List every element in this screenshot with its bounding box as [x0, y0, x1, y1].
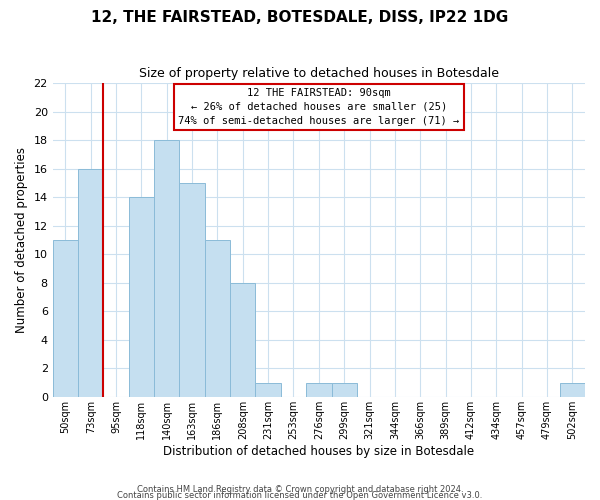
Bar: [78, 168, 103, 397]
Bar: [179, 183, 205, 397]
Text: 12 THE FAIRSTEAD: 90sqm
← 26% of detached houses are smaller (25)
74% of semi-de: 12 THE FAIRSTEAD: 90sqm ← 26% of detache…: [178, 88, 460, 126]
Bar: [154, 140, 179, 397]
Bar: [560, 382, 585, 397]
Bar: [306, 382, 332, 397]
Text: Contains public sector information licensed under the Open Government Licence v3: Contains public sector information licen…: [118, 490, 482, 500]
Bar: [129, 197, 154, 397]
Bar: [205, 240, 230, 397]
Title: Size of property relative to detached houses in Botesdale: Size of property relative to detached ho…: [139, 68, 499, 80]
X-axis label: Distribution of detached houses by size in Botesdale: Distribution of detached houses by size …: [163, 444, 475, 458]
Bar: [256, 382, 281, 397]
Bar: [53, 240, 78, 397]
Bar: [230, 282, 256, 397]
Text: 12, THE FAIRSTEAD, BOTESDALE, DISS, IP22 1DG: 12, THE FAIRSTEAD, BOTESDALE, DISS, IP22…: [91, 10, 509, 25]
Text: Contains HM Land Registry data © Crown copyright and database right 2024.: Contains HM Land Registry data © Crown c…: [137, 484, 463, 494]
Bar: [332, 382, 357, 397]
Y-axis label: Number of detached properties: Number of detached properties: [15, 147, 28, 333]
